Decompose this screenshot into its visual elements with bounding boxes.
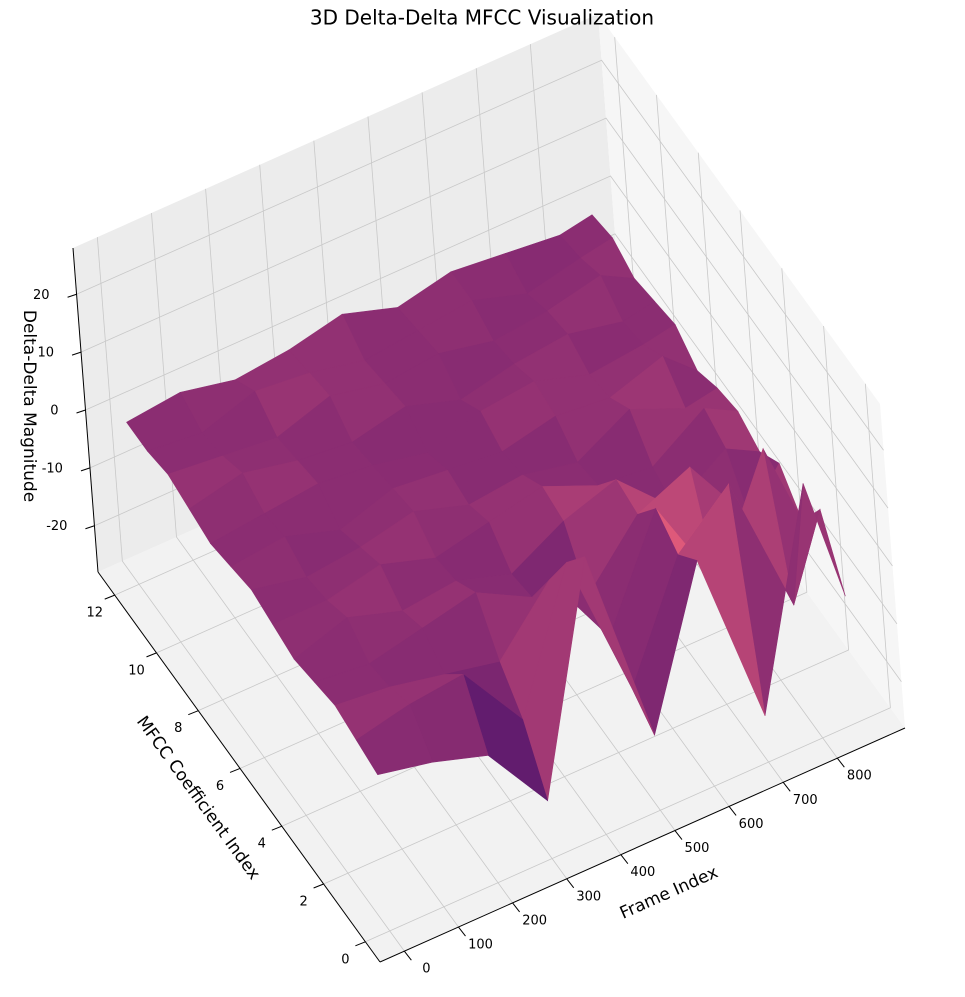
y-tick-label: 0 — [341, 952, 349, 967]
x-tick-label: 200 — [522, 913, 547, 928]
y-tick — [271, 825, 283, 831]
y-tick — [355, 941, 366, 947]
y-tick-label: 12 — [86, 606, 103, 621]
z-tick — [67, 293, 77, 298]
x-tick-label: 600 — [739, 817, 764, 832]
z-tick — [85, 525, 95, 530]
x-tick — [403, 950, 412, 961]
x-tick — [566, 878, 575, 889]
grid-line — [151, 212, 459, 928]
grid-line — [76, 59, 884, 451]
y-tick — [313, 883, 324, 889]
grid-line — [80, 117, 889, 509]
y-tick-label: 2 — [299, 895, 307, 910]
grid-line — [365, 383, 891, 943]
y-tick — [146, 652, 157, 658]
x-tick — [674, 830, 683, 840]
grid-line — [96, 237, 405, 952]
z-tick-label: 20 — [33, 288, 50, 303]
x-tick-label: 500 — [685, 841, 710, 856]
x-tick-label: 400 — [630, 865, 655, 880]
y-tick — [188, 710, 199, 716]
x-axis — [379, 727, 906, 963]
x-tick — [836, 757, 845, 768]
y-tick-label: 4 — [258, 837, 266, 852]
z-tick-label: 10 — [37, 346, 54, 361]
y-axis — [97, 571, 381, 963]
axes: 0100200300400500600700800024681012-20-10… — [33, 247, 906, 977]
z-axis-label: Delta-Delta Magnitude — [19, 310, 39, 502]
surface-facet — [355, 703, 434, 776]
x-tick-label: 800 — [847, 769, 872, 784]
x-tick — [458, 926, 466, 937]
x-tick-label: 300 — [576, 889, 601, 904]
z-tick-label: 0 — [50, 404, 58, 419]
y-tick — [229, 767, 241, 773]
y-tick-label: 10 — [128, 663, 145, 678]
x-tick — [728, 806, 737, 816]
x-tick — [512, 902, 520, 913]
y-tick-label: 6 — [216, 779, 224, 794]
y-tick — [104, 594, 115, 600]
grid-line — [85, 175, 893, 567]
x-tick — [782, 781, 791, 792]
z-tick — [80, 467, 91, 472]
x-tick-label: 700 — [793, 793, 818, 808]
chart-title: 3D Delta-Delta MFCC Visualization — [310, 6, 654, 30]
z-tick-label: -10 — [42, 461, 63, 476]
x-tick — [620, 854, 629, 864]
z-tick-label: -20 — [46, 519, 67, 534]
z-tick — [71, 351, 82, 356]
x-tick-label: 0 — [422, 962, 430, 977]
grid-line — [323, 325, 850, 885]
x-tick-label: 100 — [468, 938, 493, 953]
surface — [126, 214, 846, 802]
y-tick-label: 8 — [174, 721, 182, 736]
z-tick — [76, 409, 86, 414]
